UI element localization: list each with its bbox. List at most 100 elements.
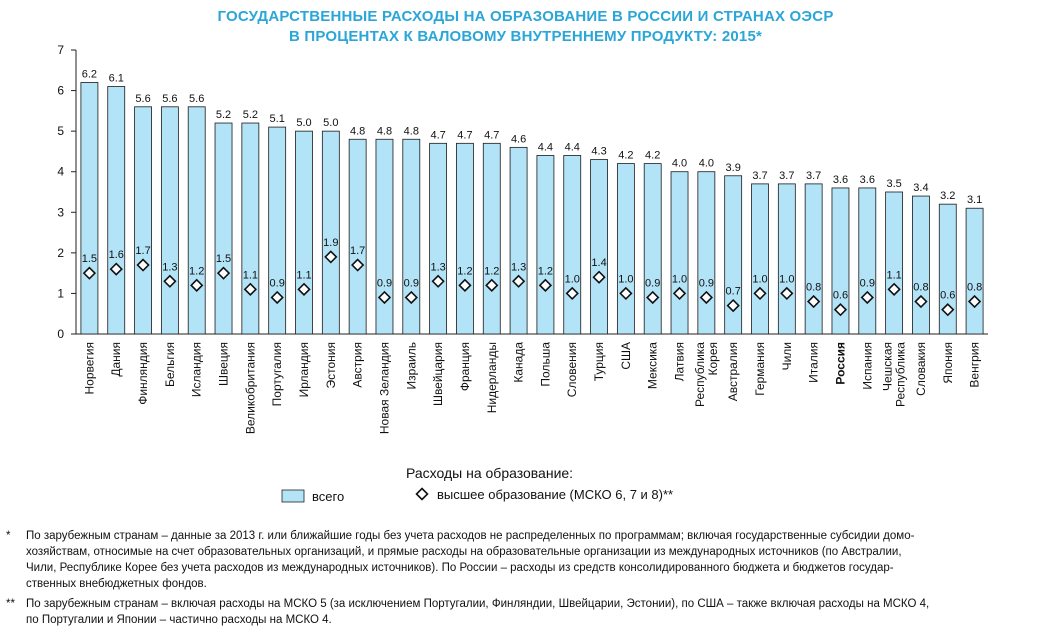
marker-higher-education [914,294,928,309]
x-category-label: Венгрия [968,342,982,388]
bar-total [643,163,662,335]
marker-higher-education [967,294,982,309]
bar-value-label: 3.7 [752,170,767,182]
bar-total [80,82,99,335]
bar-value-label: 6.1 [109,73,124,85]
marker-higher-education [109,262,123,276]
bar-value-label: 4.6 [511,133,526,145]
marker-higher-education [82,266,97,280]
bar-value-label: 3.2 [940,190,955,202]
x-category-label: Швеция [217,342,231,386]
marker-higher-education [753,286,767,301]
x-category-label: Корея [706,342,720,376]
bar-value-label: 5.2 [216,109,231,121]
bar-total [295,130,313,335]
marker-value-label: 0.6 [833,290,848,302]
marker-value-label: 0.9 [860,277,875,289]
bar-total [751,183,769,335]
marker-higher-education [699,290,713,305]
bar-total [107,86,126,335]
bar-total [777,183,796,335]
x-category-label: Норвегия [82,342,96,395]
marker-value-label: 1.2 [189,265,204,277]
y-tick-label: 6 [57,84,64,98]
y-tick-label: 0 [57,327,64,341]
marker-value-label: 1.5 [82,253,97,265]
bar-value-label: 3.6 [860,174,875,186]
footnote-2-mark: ** [6,598,15,610]
marker-value-label: 1.2 [457,265,472,277]
y-tick-label: 2 [57,246,64,260]
marker-value-label: 1.7 [135,245,150,257]
footnote-1-line: хозяйствам, относимые на счет образовате… [26,546,902,558]
marker-higher-education [941,303,955,317]
marker-value-label: 1.3 [430,261,445,273]
marker-higher-education [833,303,848,317]
x-category-label: Чешская [881,342,895,391]
bar-total [456,142,474,335]
footnote-1-line: Чили, Республике Корее без учета расходо… [26,562,894,574]
x-category-label: Бельгия [163,342,177,387]
bar-total [912,195,930,335]
x-category-label: Новая Зеландия [377,342,391,434]
bar-value-label: 5.0 [323,117,338,129]
marker-higher-education [807,294,821,309]
marker-value-label: 1.3 [511,261,526,273]
y-tick-label: 1 [57,286,64,300]
footnote-1-line: ственных внебюджетных фондов. [26,578,207,590]
marker-value-label: 1.4 [591,257,606,269]
marker-higher-education [538,278,553,292]
bar-value-label: 4.0 [672,158,687,170]
footnote-2-line: По зарубежным странам – включая расходы … [26,598,930,610]
chart-title-line-1: ГОСУДАРСТВЕННЫЕ РАСХОДЫ НА ОБРАЗОВАНИЕ В… [217,8,834,25]
marker-value-label: 0.7 [726,286,741,298]
x-category-label: Италия [807,342,821,383]
bar-total [697,171,716,335]
bar-value-label: 4.2 [645,150,660,162]
x-category-label: Португалия [270,342,284,406]
marker-value-label: 1.0 [779,273,794,285]
x-category-label: Словакия [914,342,928,396]
footnote-1-line: По зарубежным странам – данные за 2013 г… [26,530,915,542]
marker-value-label: 1.2 [484,265,499,277]
y-tick-label: 4 [57,165,64,179]
marker-value-label: 1.2 [538,265,553,277]
legend-label-higher: высшее образование (МСКО 6, 7 и 8)** [437,487,673,502]
marker-value-label: 0.8 [913,282,928,294]
x-category-label: Мексика [646,342,660,389]
legend-marker-higher [415,487,429,501]
x-category-label: Испания [860,342,874,390]
bar-total [670,171,689,335]
marker-higher-education [860,290,874,305]
legend-label-total: всего [312,489,344,504]
marker-value-label: 1.0 [672,273,687,285]
x-category-label: Австралия [726,342,740,401]
x-category-label: Исландия [190,342,204,397]
marker-higher-education [887,282,901,297]
marker-higher-education [297,282,311,297]
marker-higher-education [404,290,418,305]
bar-chart: 0 1 2 3 4 5 6 7 6.2 1.5 Норвегия 6.1 1.6 Дания 5.6 1.7 Ф… [57,43,988,504]
bar-value-label: 4.7 [484,129,499,141]
bar-total [187,106,206,335]
marker-value-label: 0.6 [940,290,955,302]
marker-higher-education [646,290,660,305]
marker-higher-education [592,270,606,284]
bar-value-label: 3.5 [886,178,901,190]
marker-value-label: 0.8 [967,282,982,294]
bar-value-label: 3.6 [833,174,848,186]
marker-higher-education [565,286,579,301]
marker-value-label: 1.6 [109,249,124,261]
bar-value-label: 4.2 [618,150,633,162]
footnote-1-mark: * [6,530,11,542]
y-tick-label: 3 [57,205,64,219]
bar-total [429,142,448,335]
marker-value-label: 1.7 [350,245,365,257]
x-category-label: Словения [565,342,579,397]
x-category-label: Германия [753,342,767,396]
marker-value-label: 0.9 [377,277,392,289]
y-tick-label: 5 [57,124,64,138]
bar-value-label: 4.8 [377,125,392,137]
x-category-label: Латвия [673,342,687,381]
chart-title-line-2: В ПРОЦЕНТАХ К ВАЛОВОМУ ВНУТРЕННЕМУ ПРОДУ… [288,28,763,45]
